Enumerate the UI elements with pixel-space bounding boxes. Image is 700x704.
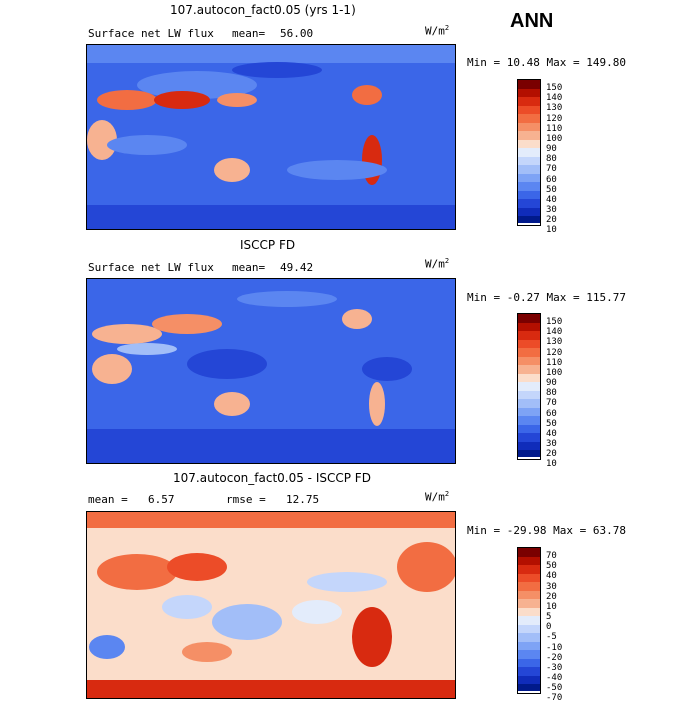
panel2-mean-label: mean= — [232, 261, 266, 274]
panel3-mean-label: mean = — [88, 493, 128, 506]
panel1-mean-value: 56.00 — [280, 27, 314, 40]
panel3-units: W/m2 — [425, 490, 450, 504]
panel3-mean-value: 6.57 — [148, 493, 175, 506]
panel1-colorbar-ticks: 150 140 130 120 110 100 90 80 70 60 50 40 30 20 10 — [546, 83, 563, 236]
panel3-map-field — [87, 512, 455, 698]
panel1-minmax: Min = 10.48 Max = 149.80 — [467, 56, 626, 69]
panel2-colorbar — [517, 313, 541, 460]
panel2-map-field — [87, 279, 455, 463]
panel1-map-field — [87, 45, 455, 229]
panel1-map — [86, 44, 456, 230]
panel3-minmax: Min = -29.98 Max = 63.78 — [467, 524, 626, 537]
panel1-field-label: Surface net LW flux — [88, 27, 214, 40]
panel1-colorbar — [517, 79, 541, 226]
panel2-minmax: Min = -0.27 Max = 115.77 — [467, 291, 626, 304]
panel1-mean-label: mean= — [232, 27, 266, 40]
panel3-rmse-label: rmse = — [226, 493, 266, 506]
panel3-title: 107.autocon_fact0.05 - ISCCP FD — [173, 471, 371, 485]
panel3-map — [86, 511, 456, 699]
season-label: ANN — [510, 10, 554, 32]
panel2-units: W/m2 — [425, 257, 450, 271]
panel1-units: W/m2 — [425, 24, 450, 38]
panel2-colorbar-ticks: 150 140 130 120 110 100 90 80 70 60 50 40 30 20 10 — [546, 317, 563, 470]
panel2-field-label: Surface net LW flux — [88, 261, 214, 274]
panel3-colorbar-ticks: 70 50 40 30 20 10 5 0 -5 -10 -20 -30 -40 -50 -70 — [546, 551, 563, 704]
panel3-colorbar — [517, 547, 541, 694]
panel1-title: 107.autocon_fact0.05 (yrs 1-1) — [170, 3, 356, 17]
panel3-rmse-value: 12.75 — [286, 493, 320, 506]
panel2-map — [86, 278, 456, 464]
panel2-mean-value: 49.42 — [280, 261, 314, 274]
panel2-title: ISCCP FD — [240, 238, 296, 252]
